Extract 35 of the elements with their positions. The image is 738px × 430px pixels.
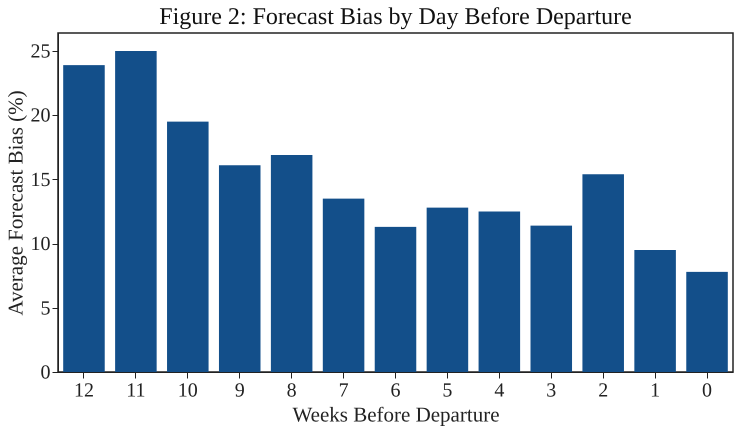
x-tick-label: 11 bbox=[126, 380, 146, 402]
x-tick-label: 0 bbox=[702, 380, 712, 402]
y-tick-label: 5 bbox=[40, 297, 50, 320]
x-tick-label: 6 bbox=[390, 380, 400, 402]
x-tick-label: 5 bbox=[442, 380, 452, 402]
x-tick-label: 8 bbox=[286, 380, 297, 402]
bar bbox=[634, 250, 676, 372]
x-tick-label: 4 bbox=[494, 380, 504, 402]
y-tick-label: 0 bbox=[40, 362, 50, 384]
y-tick-label: 25 bbox=[30, 40, 50, 62]
x-tick-label: 9 bbox=[234, 380, 245, 402]
bar bbox=[686, 272, 728, 372]
y-axis-title: Average Forecast Bias (%) bbox=[4, 90, 28, 316]
bar bbox=[582, 174, 624, 372]
x-axis-title: Weeks Before Departure bbox=[292, 402, 500, 426]
x-tick-label: 2 bbox=[598, 380, 608, 402]
x-tick-label: 10 bbox=[178, 380, 198, 402]
x-tick-label: 3 bbox=[546, 380, 556, 402]
bar bbox=[115, 50, 157, 372]
x-tick-label: 7 bbox=[338, 380, 349, 402]
bar bbox=[426, 208, 468, 372]
x-tick-label: 1 bbox=[650, 380, 660, 402]
bar bbox=[167, 122, 209, 372]
y-tick-label: 15 bbox=[30, 168, 50, 191]
bar bbox=[322, 198, 364, 372]
chart-title: Figure 2: Forecast Bias by Day Before Departure bbox=[159, 4, 632, 30]
bar bbox=[374, 226, 416, 372]
bar bbox=[63, 65, 105, 372]
bar bbox=[478, 211, 520, 372]
bar bbox=[218, 165, 260, 372]
y-tick-label: 10 bbox=[30, 233, 50, 256]
x-tick-label: 12 bbox=[74, 380, 94, 402]
y-tick-label: 20 bbox=[30, 104, 50, 127]
bar bbox=[270, 154, 312, 372]
bar bbox=[530, 226, 572, 372]
